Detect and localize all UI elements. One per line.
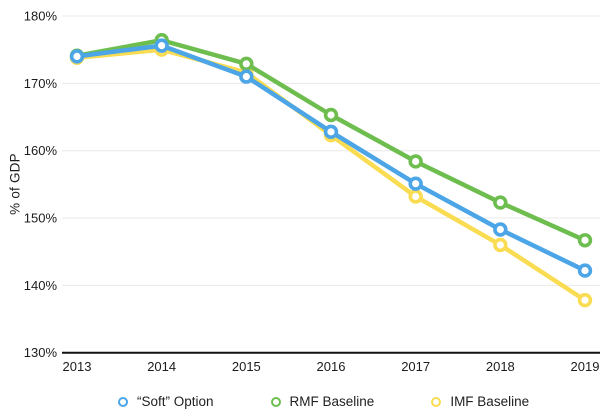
y-tick-label: 160% [24,143,58,158]
y-tick-label: 140% [24,278,58,293]
legend-imf-baseline-marker-icon [431,396,442,407]
data-point-marker [239,69,254,84]
data-point-marker [69,49,85,64]
data-point-marker [493,237,508,253]
data-point-marker [577,293,593,308]
x-tick-label: 2013 [63,359,92,374]
data-point-marker [323,107,339,123]
legend-rmf-baseline-label: RMF Baseline [289,394,375,409]
plot-area: 180% 170% 160% 150% 140% 130% 2013 2014 2015 2016… [24,9,600,374]
data-point-marker [154,38,169,53]
legend-soft-option-marker-icon [118,396,128,407]
y-tick-label: 130% [24,345,58,360]
data-point-marker [577,233,593,248]
data-point-marker [408,154,423,169]
y-tick-label: 150% [24,211,58,226]
data-point-marker [493,222,508,237]
data-point-marker [408,176,423,191]
legend-item-imf-baseline: IMF Baseline [431,394,529,409]
y-tick-label: 180% [24,9,58,24]
legend-soft-option-label: “Soft” Option [137,394,214,409]
data-point-marker [408,189,423,204]
data-point-marker [239,56,254,72]
x-tick-label: 2017 [401,359,430,374]
y-tick-label: 170% [24,76,58,91]
series-line-0 [74,43,588,273]
legend-item-soft-option: “Soft” Option [118,394,214,409]
x-tick-label: 2018 [486,359,515,374]
series-line-2 [74,47,588,303]
data-point-marker [493,195,508,210]
data-point-marker [577,263,593,278]
legend-rmf-baseline-marker-icon [270,396,281,407]
x-tick-label: 2015 [232,359,261,374]
legend-imf-baseline-label: IMF Baseline [450,394,530,409]
x-tick-label: 2014 [147,359,176,374]
legend-item-rmf-baseline: RMF Baseline [270,394,375,409]
data-point-marker [323,124,339,140]
chart-legend: “Soft” Option RMF Baseline IMF Baseline [118,394,529,409]
x-tick-label: 2019 [571,359,600,374]
x-tick-label: 2016 [317,359,346,374]
